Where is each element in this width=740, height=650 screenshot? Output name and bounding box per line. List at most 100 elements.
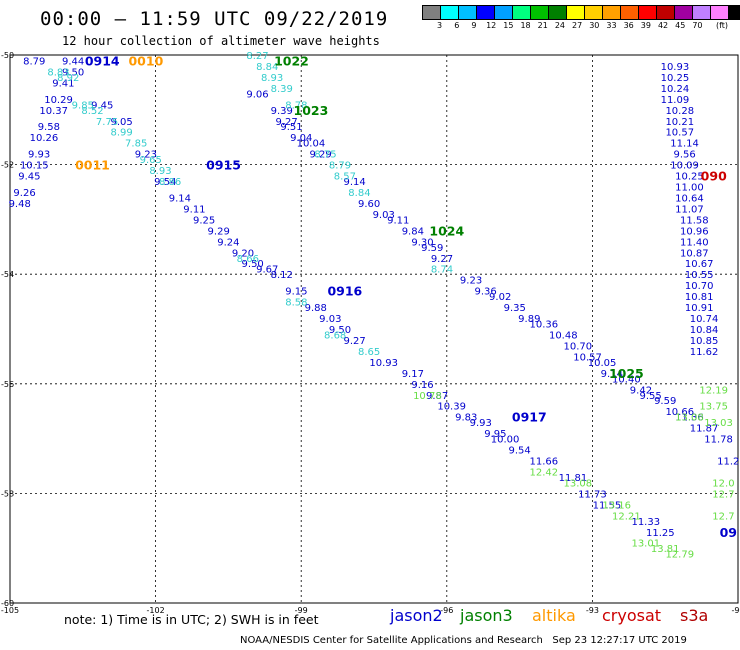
wave-height-value: 9.05 (110, 117, 132, 128)
wave-height-value: 9.29 (208, 226, 230, 237)
x-tick-label: -96 (440, 606, 453, 615)
wave-height-value: 10.05 (588, 358, 617, 369)
wave-height-value: 13.75 (699, 402, 728, 413)
scale-swatch (639, 5, 657, 20)
wave-height-value: 8.39 (271, 84, 293, 95)
x-tick-label: -99 (295, 606, 308, 615)
wave-height-value: 9.11 (183, 204, 205, 215)
wave-height-value: 10.29 (44, 95, 73, 106)
wave-height-value: 9.54 (508, 446, 530, 457)
satellite-legend-cryosat: cryosat (602, 606, 662, 625)
wave-height-value: 8.79 (23, 56, 45, 67)
y-tick-label: -56 (1, 380, 14, 389)
scale-label: 33 (606, 21, 617, 30)
wave-height-value: 9.02 (489, 292, 511, 303)
wave-height-value: 9.14 (343, 177, 365, 188)
wave-height-value: 9.23 (135, 150, 157, 161)
wave-height-value: 11.62 (690, 347, 719, 358)
x-tick-label: -105 (1, 606, 19, 615)
wave-height-value: 10.25 (661, 73, 690, 84)
wave-height-value: 8.93 (261, 73, 283, 84)
scale-label: 27 (572, 21, 583, 30)
wave-height-value: 9.51 (280, 122, 302, 133)
wave-height-value: 9.45 (91, 100, 113, 111)
satellite-legend-altika: altika (532, 606, 576, 625)
wave-height-value: 8.79 (329, 161, 351, 172)
wave-height-value: 9.83 (455, 413, 477, 424)
wave-height-value: 10.39 (437, 402, 466, 413)
wave-height-value: 10.48 (549, 330, 578, 341)
wave-height-value: 10.15 (20, 161, 49, 172)
wave-height-value: 11.78 (704, 435, 733, 446)
y-tick-label: -58 (1, 489, 14, 498)
wave-height-value: 11.58 (680, 215, 709, 226)
map-frame (9, 54, 739, 604)
wave-height-value: 9.35 (504, 303, 526, 314)
wave-height-value: 11.40 (680, 237, 709, 248)
wave-height-value: 9.95 (484, 429, 506, 440)
wave-height-value: 9.50 (62, 67, 84, 78)
wave-height-value: 7.75 (96, 117, 118, 128)
wave-height-value: 12.0 (712, 478, 734, 489)
wave-height-value: 9.87 (426, 391, 448, 402)
scale-swatch (585, 5, 603, 20)
scale-swatch (422, 5, 441, 20)
wave-height-value: 9.56 (673, 150, 695, 161)
wave-height-value: 9.48 (9, 199, 31, 210)
wave-height-value: 11.36 (675, 413, 704, 424)
wave-height-value: 10.09 (670, 161, 699, 172)
wave-height-value: 9.29 (309, 150, 331, 161)
wave-height-value: 9.03 (319, 314, 341, 325)
scale-label: 6 (454, 21, 460, 30)
wave-height-value: 10.96 (680, 226, 709, 237)
wave-height-value: 7.85 (125, 139, 147, 150)
wave-height-value: 9.88 (305, 303, 327, 314)
color-scale (422, 5, 740, 20)
scale-label: 42 (657, 21, 669, 30)
wave-height-value: 9.25 (193, 215, 215, 226)
scale-label: 24 (554, 21, 565, 30)
wave-height-value: 9.44 (62, 56, 84, 67)
wave-height-value: 12.21 (612, 511, 641, 522)
wave-height-value: 8.83 (47, 67, 69, 78)
wave-height-value: 11.14 (670, 139, 699, 150)
wave-height-value: 8.65 (358, 347, 380, 358)
wave-height-value: 10.85 (690, 336, 719, 347)
scale-label: 15 (503, 21, 514, 30)
pass-time-label: 0916 (327, 284, 362, 299)
pass-time-label: 0010 (128, 53, 163, 68)
scale-swatch (675, 5, 693, 20)
satellite-legend-jason2: jason2 (390, 606, 443, 625)
wave-height-value: 9.93 (28, 150, 50, 161)
axis-ticks: -105 -102 -99 -96 -93 -90 -50 -52 -54 -56 -58 -60 (1, 51, 740, 615)
scale-label: 21 (537, 21, 548, 30)
wave-height-value: 8.92 (57, 73, 79, 84)
wave-height-value: 8.68 (324, 330, 346, 341)
wave-height-value: 10.67 (685, 259, 714, 270)
wave-height-value: 11.00 (675, 183, 704, 194)
wave-height-value: 10.40 (612, 374, 641, 385)
wave-height-value: 11.09 (661, 95, 690, 106)
wave-height-value: 8.12 (271, 270, 293, 281)
scale-label: 9 (471, 21, 477, 30)
pass-time-label: 1024 (429, 223, 464, 238)
x-tick-label: -90 (731, 606, 740, 615)
wave-height-value: 10.26 (30, 133, 59, 144)
wave-height-value: 9.16 (411, 380, 433, 391)
wave-height-value: 9.54 (154, 177, 176, 188)
wave-height-value: 12.42 (530, 467, 559, 478)
graticule (10, 55, 738, 603)
wave-height-value: 13.08 (675, 413, 704, 424)
wave-height-value: 10.55 (685, 270, 714, 281)
wave-height-value: 9.27 (431, 254, 453, 265)
wave-height-value: 9.67 (256, 265, 278, 276)
wave-height-value: 10.70 (685, 281, 714, 292)
wave-height-value: 13.16 (602, 500, 631, 511)
wave-height-value: 10.04 (297, 139, 326, 150)
wave-height-value: 9.14 (169, 193, 191, 204)
scale-swatch (477, 5, 495, 20)
wave-height-value: 9.14 (601, 369, 623, 380)
footer-credit: NOAA/NESDIS Center for Satellite Applica… (240, 635, 687, 646)
scale-swatch (513, 5, 531, 20)
